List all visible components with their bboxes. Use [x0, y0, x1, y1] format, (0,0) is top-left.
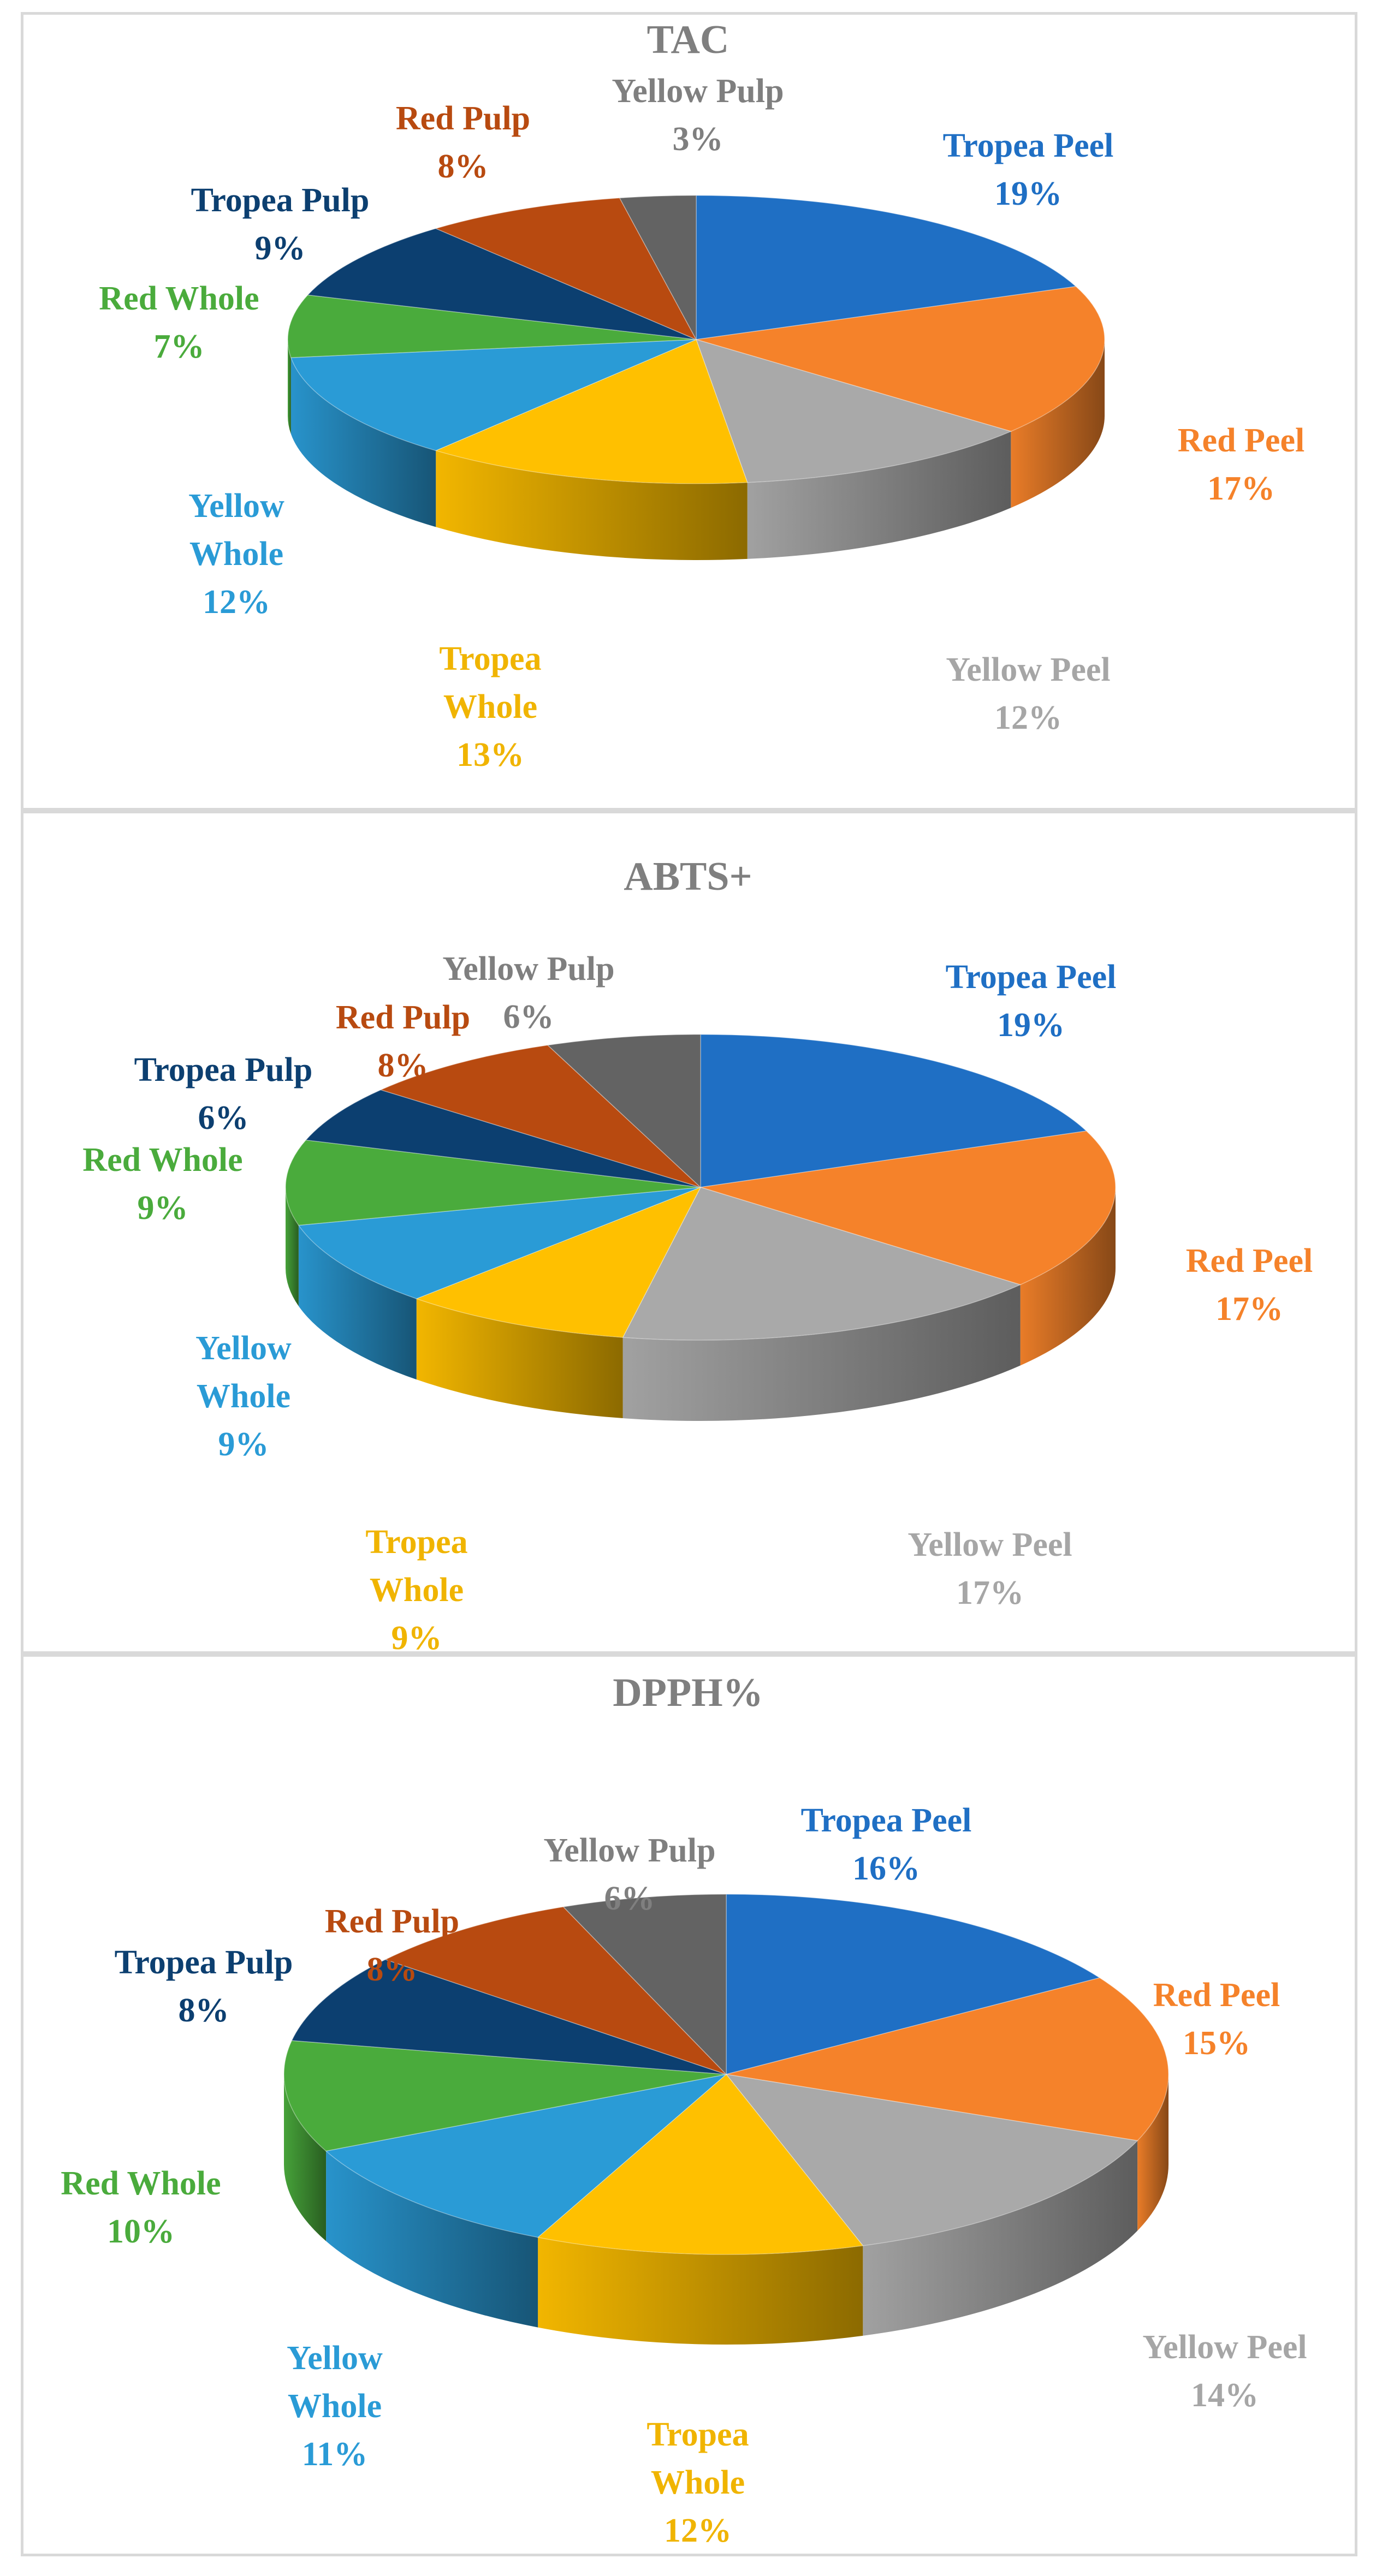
- data-label-tropea-pulp: Tropea Pulp 8%: [115, 1944, 293, 2029]
- abts-chart-panel: ABTS+ Tropea Peel 19% Red Peel 17% Yellow Pee…: [21, 811, 1357, 1654]
- tac-chart-panel: TAC Tropea Peel 19% Red Peel 17% Yellow Peel 1…: [21, 12, 1357, 811]
- slice-yellow-peel: [622, 1187, 1022, 1341]
- data-label-tropea-whole: Tropea Whole 13%: [439, 640, 541, 774]
- slice-tropea-peel: [696, 195, 1077, 340]
- slice-yellow-pulp: [562, 1894, 727, 2075]
- data-label-tropea-peel: Tropea Peel 19%: [946, 959, 1117, 1044]
- slice-tropea-pulp: [307, 228, 697, 340]
- chart-title: TAC: [647, 17, 729, 62]
- data-label-red-whole: Red Whole 9%: [82, 1141, 242, 1227]
- slice-side-yellow-peel: [863, 2140, 1138, 2336]
- data-label-tropea-pulp: Tropea Pulp 9%: [191, 182, 370, 267]
- slice-red-whole: [283, 2040, 727, 2152]
- data-label-red-whole: Red Whole 7%: [99, 280, 259, 365]
- slice-tropea-peel: [700, 1034, 1088, 1188]
- data-label-yellow-whole: Yellow Whole 11%: [287, 2340, 383, 2473]
- slice-side-red-whole: [284, 2074, 327, 2241]
- slice-side-tropea-whole: [416, 1299, 623, 1419]
- data-label-yellow-peel: Yellow Peel 12%: [946, 651, 1110, 736]
- slice-tropea-whole: [415, 1186, 702, 1338]
- slice-tropea-pulp: [291, 1959, 727, 2075]
- data-labels: Tropea Peel 19% Red Peel 17% Yellow Peel 12% T…: [99, 73, 1304, 774]
- pie-top: [287, 195, 1105, 484]
- data-label-yellow-whole: Yellow Whole 9%: [195, 1330, 292, 1463]
- slice-tropea-pulp: [305, 1089, 701, 1188]
- slice-red-peel: [700, 1131, 1116, 1286]
- slice-yellow-whole: [325, 2073, 728, 2238]
- slice-red-pulp: [434, 197, 697, 341]
- chart-title: ABTS+: [624, 854, 752, 899]
- data-label-tropea-pulp: Tropea Pulp 6%: [134, 1051, 313, 1137]
- data-label-tropea-peel: Tropea Peel 19%: [943, 127, 1114, 212]
- slice-side-yellow-whole: [298, 1225, 417, 1380]
- data-label-red-peel: Red Peel 15%: [1153, 1977, 1280, 2062]
- slice-side-red-whole: [288, 340, 291, 435]
- data-label-tropea-peel: Tropea Peel 16%: [801, 1802, 972, 1887]
- slice-red-peel: [696, 286, 1105, 432]
- slice-side-yellow-whole: [326, 2151, 538, 2328]
- slice-side-red-peel: [1137, 2074, 1169, 2231]
- data-label-red-pulp: Red Pulp 8%: [325, 1903, 459, 1988]
- slice-red-pulp: [379, 1044, 701, 1188]
- pie-side-walls: [284, 2074, 1169, 2345]
- slice-side-red-peel: [1020, 1187, 1116, 1366]
- data-labels: Tropea Peel 19% Red Peel 17% Yellow Peel 17% T…: [82, 950, 1313, 1651]
- data-label-red-peel: Red Peel 17%: [1178, 422, 1304, 507]
- slice-tropea-whole: [434, 338, 748, 484]
- slice-side-tropea-whole: [538, 2237, 863, 2345]
- pie-top: [285, 1034, 1116, 1341]
- data-label-yellow-pulp: Yellow Pulp 6%: [442, 950, 614, 1036]
- slice-side-yellow-peel: [622, 1284, 1021, 1421]
- pie-side-walls: [286, 1187, 1116, 1421]
- data-label-tropea-whole: Tropea Whole 9%: [365, 1524, 467, 1651]
- slice-side-yellow-peel: [747, 431, 1011, 559]
- data-label-red-pulp: Red Pulp 8%: [336, 999, 470, 1084]
- data-label-yellow-peel: Yellow Peel 14%: [1142, 2329, 1307, 2414]
- slice-yellow-pulp: [619, 195, 697, 340]
- dpph-pie-chart: DPPH% Tropea Peel 16% Red Peel 15% Yellow Pee…: [61, 1670, 1307, 2549]
- slice-yellow-peel: [725, 2073, 1138, 2246]
- slice-side-yellow-whole: [290, 358, 436, 527]
- slice-red-peel: [726, 1977, 1169, 2141]
- tac-pie-chart: TAC Tropea Peel 19% Red Peel 17% Yellow Peel 1…: [99, 17, 1304, 774]
- slice-red-pulp: [384, 1906, 727, 2075]
- slice-red-whole: [287, 294, 697, 358]
- data-label-yellow-whole: Yellow Whole 12%: [188, 487, 284, 621]
- slice-yellow-whole: [290, 339, 697, 451]
- data-label-yellow-pulp: Yellow Pulp 6%: [543, 1832, 715, 1917]
- slice-side-red-whole: [286, 1187, 299, 1306]
- pie-top: [283, 1894, 1169, 2255]
- data-label-red-peel: Red Peel 17%: [1186, 1242, 1313, 1328]
- pie-side-walls: [288, 340, 1105, 560]
- data-labels: Tropea Peel 16% Red Peel 15% Yellow Peel 14% T…: [61, 1802, 1307, 2549]
- slice-side-red-peel: [1011, 340, 1105, 508]
- dpph-chart-panel: DPPH% Tropea Peel 16% Red Peel 15% Yellow Pee…: [21, 1654, 1357, 2556]
- data-label-tropea-whole: Tropea Whole 12%: [646, 2416, 749, 2549]
- data-label-red-pulp: Red Pulp 8%: [396, 100, 530, 185]
- data-label-red-whole: Red Whole 10%: [61, 2165, 221, 2250]
- slice-yellow-pulp: [547, 1034, 701, 1188]
- slice-tropea-whole: [537, 2073, 864, 2255]
- abts-pie-chart: ABTS+ Tropea Peel 19% Red Peel 17% Yellow Pee…: [82, 854, 1313, 1651]
- data-label-yellow-pulp: Yellow Pulp 3%: [612, 73, 784, 158]
- slice-yellow-whole: [298, 1187, 701, 1299]
- slice-side-tropea-whole: [436, 450, 748, 560]
- data-label-yellow-peel: Yellow Peel 17%: [908, 1526, 1072, 1611]
- slice-tropea-peel: [726, 1894, 1101, 2075]
- slice-yellow-peel: [695, 338, 1012, 483]
- slice-red-whole: [285, 1139, 701, 1226]
- chart-title: DPPH%: [613, 1670, 763, 1715]
